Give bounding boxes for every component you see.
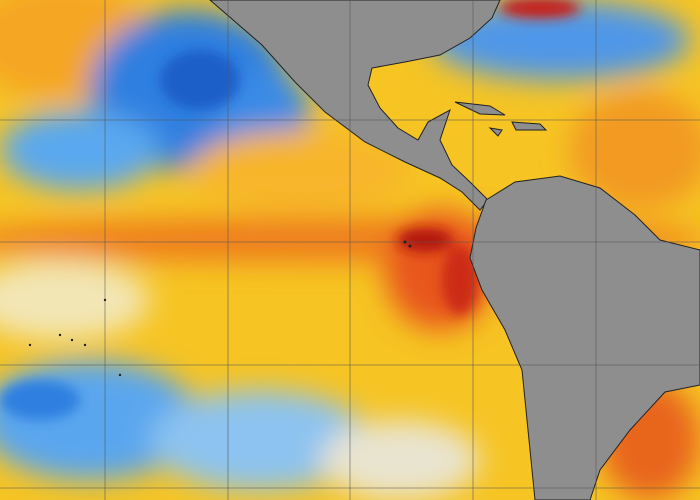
cool-patch — [150, 390, 370, 490]
hot-core — [442, 245, 478, 315]
island-dot — [28, 343, 32, 347]
pacific-islands — [28, 240, 412, 377]
island-dot — [83, 343, 87, 347]
island — [511, 121, 548, 131]
island-dot — [58, 333, 62, 337]
cold-core — [160, 50, 240, 110]
cold-core — [0, 380, 80, 420]
island-dot — [70, 338, 74, 342]
hot-core — [500, 0, 580, 18]
north-central-america — [209, 0, 501, 211]
island — [488, 127, 503, 137]
anomaly-detail — [0, 0, 580, 420]
hot-core — [397, 228, 453, 252]
neutral-patch — [0, 260, 150, 340]
island-dot — [403, 240, 407, 244]
island-dot — [408, 244, 412, 248]
warm-patch — [190, 130, 410, 210]
island — [454, 101, 506, 116]
cool-patch — [430, 0, 690, 80]
neutral-patch — [320, 420, 480, 500]
south-america — [469, 175, 700, 500]
island-dot — [103, 298, 107, 302]
cool-patch — [0, 110, 160, 190]
land — [209, 0, 700, 500]
island-dot — [118, 373, 122, 377]
